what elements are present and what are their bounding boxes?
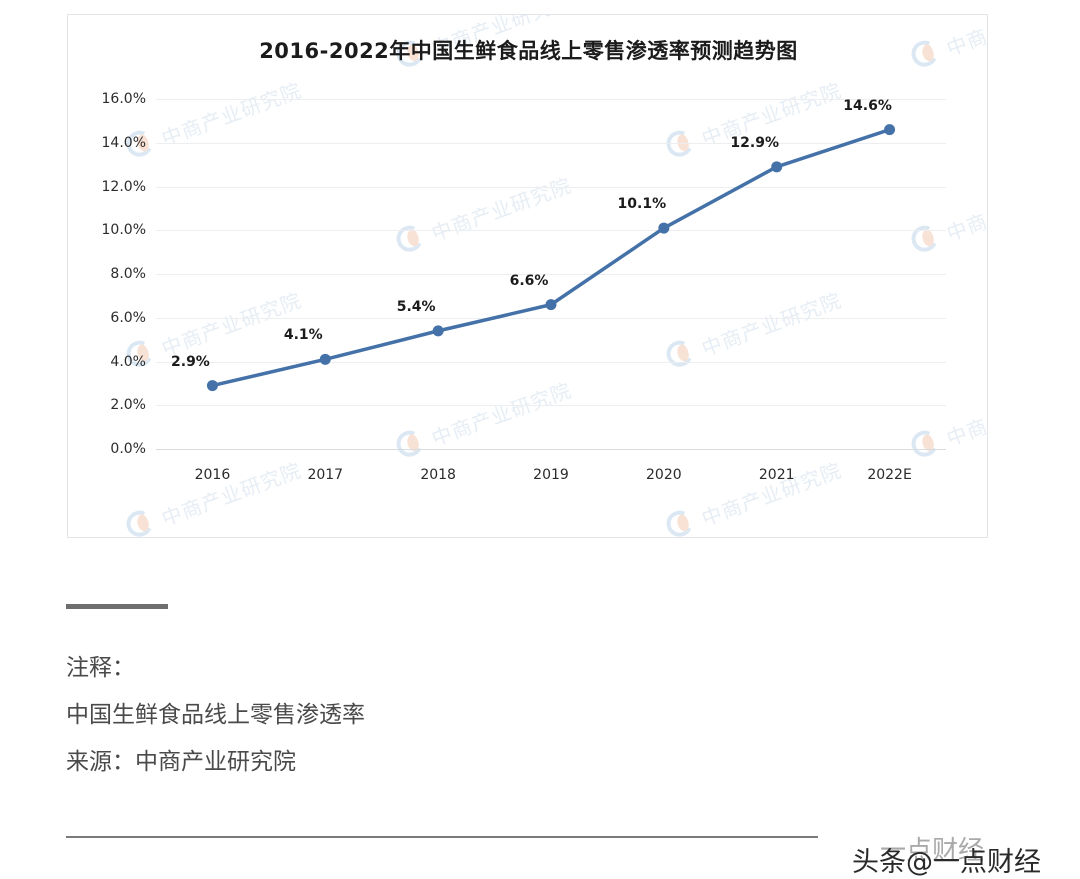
x-axis-tick: 2018 — [420, 467, 456, 483]
data-point-label: 2.9% — [171, 353, 210, 370]
watermark-text: 中商产业研究院 — [943, 172, 987, 246]
chart-card: 中商产业研究院 中商产业研究院 中商产业研究院 中商产业研究院 中商产业研究院 … — [67, 14, 988, 538]
y-axis-tick: 0.0% — [110, 441, 146, 457]
gridline — [156, 361, 946, 363]
zhongshang-logo-icon — [123, 506, 161, 537]
y-axis-tick: 8.0% — [110, 266, 146, 282]
section-divider-long — [66, 836, 818, 838]
section-divider-short — [66, 604, 168, 609]
data-point — [206, 380, 218, 392]
chart-title: 2016-2022年中国生鲜食品线上零售渗透率预测趋势图 — [259, 39, 798, 63]
x-axis-tick: 2016 — [194, 467, 231, 483]
gridline — [156, 99, 946, 100]
notes-heading: 注释： — [66, 655, 135, 681]
series-line — [210, 127, 892, 388]
notes-block: 注释： 中国生鲜食品线上零售渗透率 来源：中商产业研究院 — [66, 645, 766, 786]
watermark-text: 中商产业研究院 — [943, 377, 987, 451]
gridline — [156, 230, 946, 232]
gridline — [156, 142, 946, 144]
y-axis-tick: 12.0% — [101, 178, 146, 195]
data-point — [319, 353, 331, 365]
gridline — [156, 274, 946, 275]
gridline — [156, 186, 946, 188]
data-point-label: 10.1% — [617, 196, 667, 213]
data-point — [771, 161, 783, 173]
line-series — [206, 124, 896, 392]
y-axis-tick: 2.0% — [110, 397, 146, 414]
bottom-watermark: 一点财经 头条@一点财经 — [852, 836, 1072, 878]
y-axis-tick: 4.0% — [110, 353, 146, 370]
notes-description: 中国生鲜食品线上零售渗透率 — [66, 702, 365, 728]
zhongshang-logo-icon — [663, 506, 701, 537]
data-point-label: 12.9% — [730, 134, 779, 151]
watermark-text: 中商产业研究院 — [158, 457, 305, 531]
data-point-label: 6.6% — [509, 272, 549, 289]
y-axis-tick: 16.0% — [101, 91, 146, 107]
gridline — [156, 405, 946, 407]
notes-source: 来源：中商产业研究院 — [66, 749, 296, 775]
x-axis-tick: 2020 — [646, 467, 682, 483]
y-axis-tick: 10.0% — [101, 222, 146, 239]
watermark-mark: 中商产业研究院 — [663, 453, 845, 537]
bottom-watermark-main: 头条@一点财经 — [852, 847, 1041, 878]
gridline — [156, 449, 946, 450]
data-point — [545, 299, 557, 311]
y-axis-tick: 6.0% — [110, 309, 146, 326]
x-axis-tick: 2022E — [867, 467, 912, 483]
data-point-label: 5.4% — [396, 298, 436, 315]
gridline — [156, 317, 946, 319]
bottom-watermark-ghost: 一点财经 — [880, 836, 985, 866]
x-axis-tick: 2017 — [307, 467, 344, 483]
data-point — [884, 124, 896, 136]
y-axis-tick: 14.0% — [101, 134, 146, 151]
x-axis-tick: 2021 — [758, 467, 795, 483]
plot-area: 0.0% 2.0% 4.0% 6.0% 8.0% 10.0% 12.0% 14.0% 16.0%… — [102, 91, 946, 483]
data-point — [658, 222, 670, 234]
data-point-label: 4.1% — [283, 327, 323, 344]
data-point-label: 14.6% — [843, 97, 892, 114]
data-point — [432, 325, 444, 337]
watermark-text: 中商产业研究院 — [698, 457, 845, 531]
x-axis-tick: 2019 — [533, 467, 569, 483]
watermark-mark: 中商产业研究院 — [123, 453, 305, 537]
